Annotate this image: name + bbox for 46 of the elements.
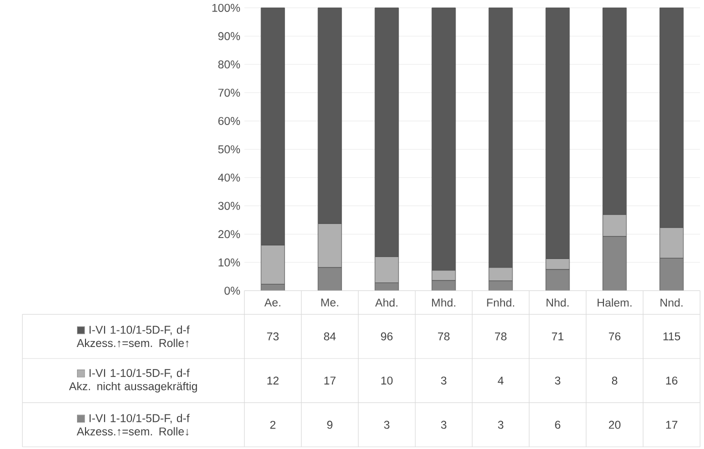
text: 78 [495,332,506,340]
x-tick-label: Nnd. [660,298,682,307]
text: 3 [384,420,390,429]
legend-label: I-VI 1-10/1-5D-F, d-f Akz. nicht aussagekräftig [69,368,197,393]
y-tick-label: 20% [218,230,240,238]
text: 17 [666,420,678,429]
legend-label: I-VI 1-10/1-5D-F, d-f Akzess.↑=sem. Rolle↑ [76,326,190,348]
x-tick-label: Halem. [598,298,632,307]
text: 3 [441,376,446,385]
x-tick-label: Ahd. [375,298,398,307]
text: 115 [663,332,680,340]
y-tick-label: 40% [218,174,240,182]
text: 96 [381,332,393,340]
y-tick-label: 100% [212,4,240,12]
text: 8 [612,376,618,385]
text: 3 [554,376,560,385]
x-tick-label: Mhd. [432,298,456,307]
text: 17 [324,376,336,385]
text: 12 [267,376,279,385]
y-tick-label: 30% [218,202,240,210]
y-tick-label: 70% [218,88,240,97]
legend-label: I-VI 1-10/1-5D-F, d-f Akzess.↑=sem. Rolle↓ [76,414,190,436]
text: 78 [438,332,450,340]
text: 3 [498,420,504,429]
text: 84 [324,332,336,340]
text: 4 [498,376,504,385]
x-tick-label: Fnhd. [487,298,514,307]
x-tick-label: Nhd. [546,298,569,307]
x-tick-label: Me. [321,298,338,307]
text: 71 [552,332,564,340]
text: 3 [441,420,446,429]
y-tick-label: 10% [218,258,240,266]
x-tick-label: Ae. [264,298,280,307]
text: 6 [555,420,560,429]
text: 73 [267,332,279,340]
text: 10 [381,376,393,385]
text: 2 [270,420,276,429]
y-tick-label: 80% [218,60,240,68]
y-tick-label: 50% [218,145,240,154]
text: 9 [327,420,332,429]
y-tick-label: 0% [224,286,240,295]
y-tick-label: 90% [218,32,240,40]
text: 20 [608,420,620,429]
y-tick-label: 60% [218,117,240,126]
text: 76 [608,332,620,340]
text: 16 [666,376,678,385]
